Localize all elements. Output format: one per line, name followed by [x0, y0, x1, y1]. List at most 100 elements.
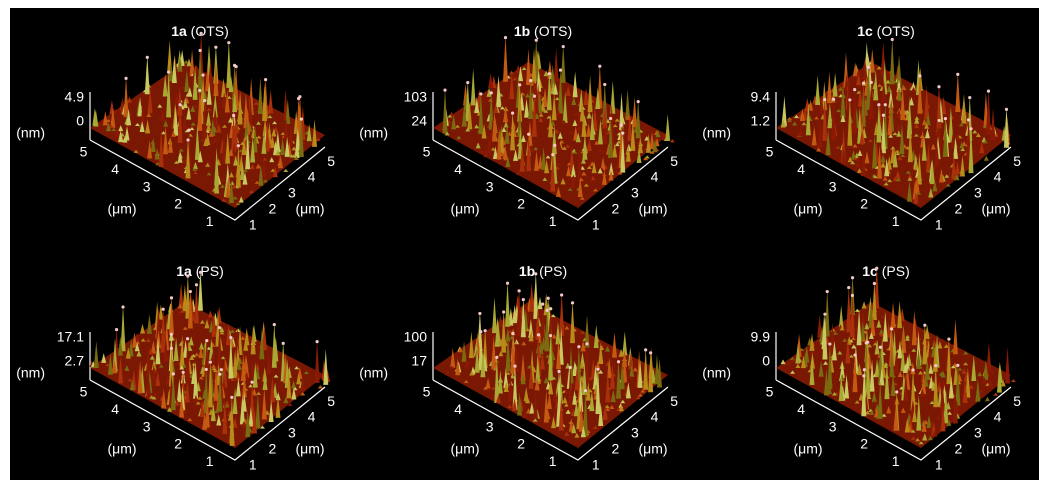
left-tick-label: 3 [486, 178, 494, 194]
spike-tip [167, 71, 170, 74]
left-tick-label: 1 [549, 213, 557, 229]
spike-tip [832, 98, 835, 101]
spike-tip [884, 103, 887, 106]
spike-tip [644, 348, 647, 351]
spike-tip [620, 123, 623, 126]
spike-tip [186, 138, 189, 141]
spike-tip [938, 119, 941, 122]
right-tick-label: 3 [974, 185, 982, 201]
right-tick-label: 1 [592, 456, 600, 472]
right-tick-label: 4 [651, 409, 659, 425]
left-unit: (μm) [793, 201, 822, 217]
spike-tip [867, 66, 870, 69]
title-rest: (OTS) [530, 23, 572, 39]
right-tick-label: 1 [935, 456, 943, 472]
z-unit: (nm) [702, 125, 731, 141]
spike-tip [478, 312, 481, 315]
left-tick-label: 5 [423, 384, 431, 400]
z-label: 9.4 [751, 89, 771, 105]
spike-tip [162, 308, 165, 311]
title-bold: 1c [862, 263, 878, 279]
spike-tip [218, 373, 221, 376]
z-label: 0 [762, 353, 770, 369]
spike-tip [495, 356, 498, 359]
left-tick-label: 4 [797, 401, 805, 417]
spike-tip [218, 326, 221, 329]
left-tick-label: 2 [174, 196, 182, 212]
title-bold: 1a [176, 263, 192, 279]
spike-tip [560, 293, 563, 296]
spike-tip [911, 368, 914, 371]
left-tick-label: 5 [80, 384, 88, 400]
spike-tip [146, 56, 149, 59]
right-tick-label: 4 [994, 169, 1002, 185]
z-label: 1.2 [751, 113, 771, 129]
spike-tip [947, 337, 950, 340]
spike-tip [235, 65, 238, 68]
left-tick-label: 3 [486, 418, 494, 434]
title-rest: (OTS) [873, 23, 915, 39]
title-bold: 1b [514, 23, 530, 39]
spike-tip [205, 339, 208, 342]
spike-tip [890, 327, 893, 330]
spike-tip [170, 333, 173, 336]
spike-tip [559, 68, 562, 71]
left-tick-label: 4 [454, 161, 462, 177]
spike-tip [511, 112, 514, 115]
panel-title: 1c (OTS) [857, 23, 915, 39]
right-unit: (μm) [981, 201, 1010, 217]
spike-tip [828, 342, 831, 345]
spike-tip [848, 98, 851, 101]
spike-tip [443, 89, 446, 92]
left-tick-label: 2 [174, 436, 182, 452]
right-tick-label: 2 [268, 200, 276, 216]
left-unit: (μm) [450, 441, 479, 457]
right-unit: (μm) [295, 201, 324, 217]
right-tick-label: 3 [974, 425, 982, 441]
spike-tip [585, 342, 588, 345]
left-tick-label: 4 [797, 161, 805, 177]
spike-tip [923, 324, 926, 327]
spike-tip [603, 83, 606, 86]
right-tick-label: 1 [249, 456, 257, 472]
spike-tip [551, 153, 554, 156]
spike-tip [297, 97, 300, 100]
spike-tip [877, 103, 880, 106]
spike-tip [967, 118, 970, 121]
left-tick-label: 4 [111, 161, 119, 177]
title-bold: 1b [519, 263, 535, 279]
left-tick-label: 5 [80, 144, 88, 160]
spike-tip [617, 360, 620, 363]
spike-tip [968, 96, 971, 99]
z-label: 100 [404, 329, 428, 345]
left-tick-label: 1 [206, 453, 214, 469]
spike-tip [195, 283, 198, 286]
left-tick-label: 3 [829, 178, 837, 194]
right-unit: (μm) [981, 441, 1010, 457]
right-tick-label: 5 [1013, 393, 1021, 409]
spike-tip [518, 83, 521, 86]
spike-tip [282, 342, 285, 345]
panel-title: 1a (PS) [176, 263, 223, 279]
right-tick-label: 2 [954, 440, 962, 456]
spike-tip [562, 45, 565, 48]
spike-tip [609, 117, 612, 120]
spike-tip [264, 78, 267, 81]
spike-tip [205, 368, 208, 371]
left-tick-label: 5 [423, 144, 431, 160]
spike-tip [201, 74, 204, 77]
right-tick-label: 2 [611, 200, 619, 216]
spike-tip [847, 286, 850, 289]
spike-tip [250, 381, 253, 384]
left-tick-label: 2 [860, 196, 868, 212]
spike-tip [649, 351, 652, 354]
right-tick-label: 5 [670, 393, 678, 409]
spike-tip [484, 329, 487, 332]
spike-tip [879, 346, 882, 349]
spike-tip [1005, 108, 1008, 111]
z-unit: (nm) [359, 365, 388, 381]
spike-tip [529, 79, 532, 82]
left-tick-label: 4 [111, 401, 119, 417]
right-tick-label: 1 [249, 216, 257, 232]
spike-tip [200, 32, 203, 35]
